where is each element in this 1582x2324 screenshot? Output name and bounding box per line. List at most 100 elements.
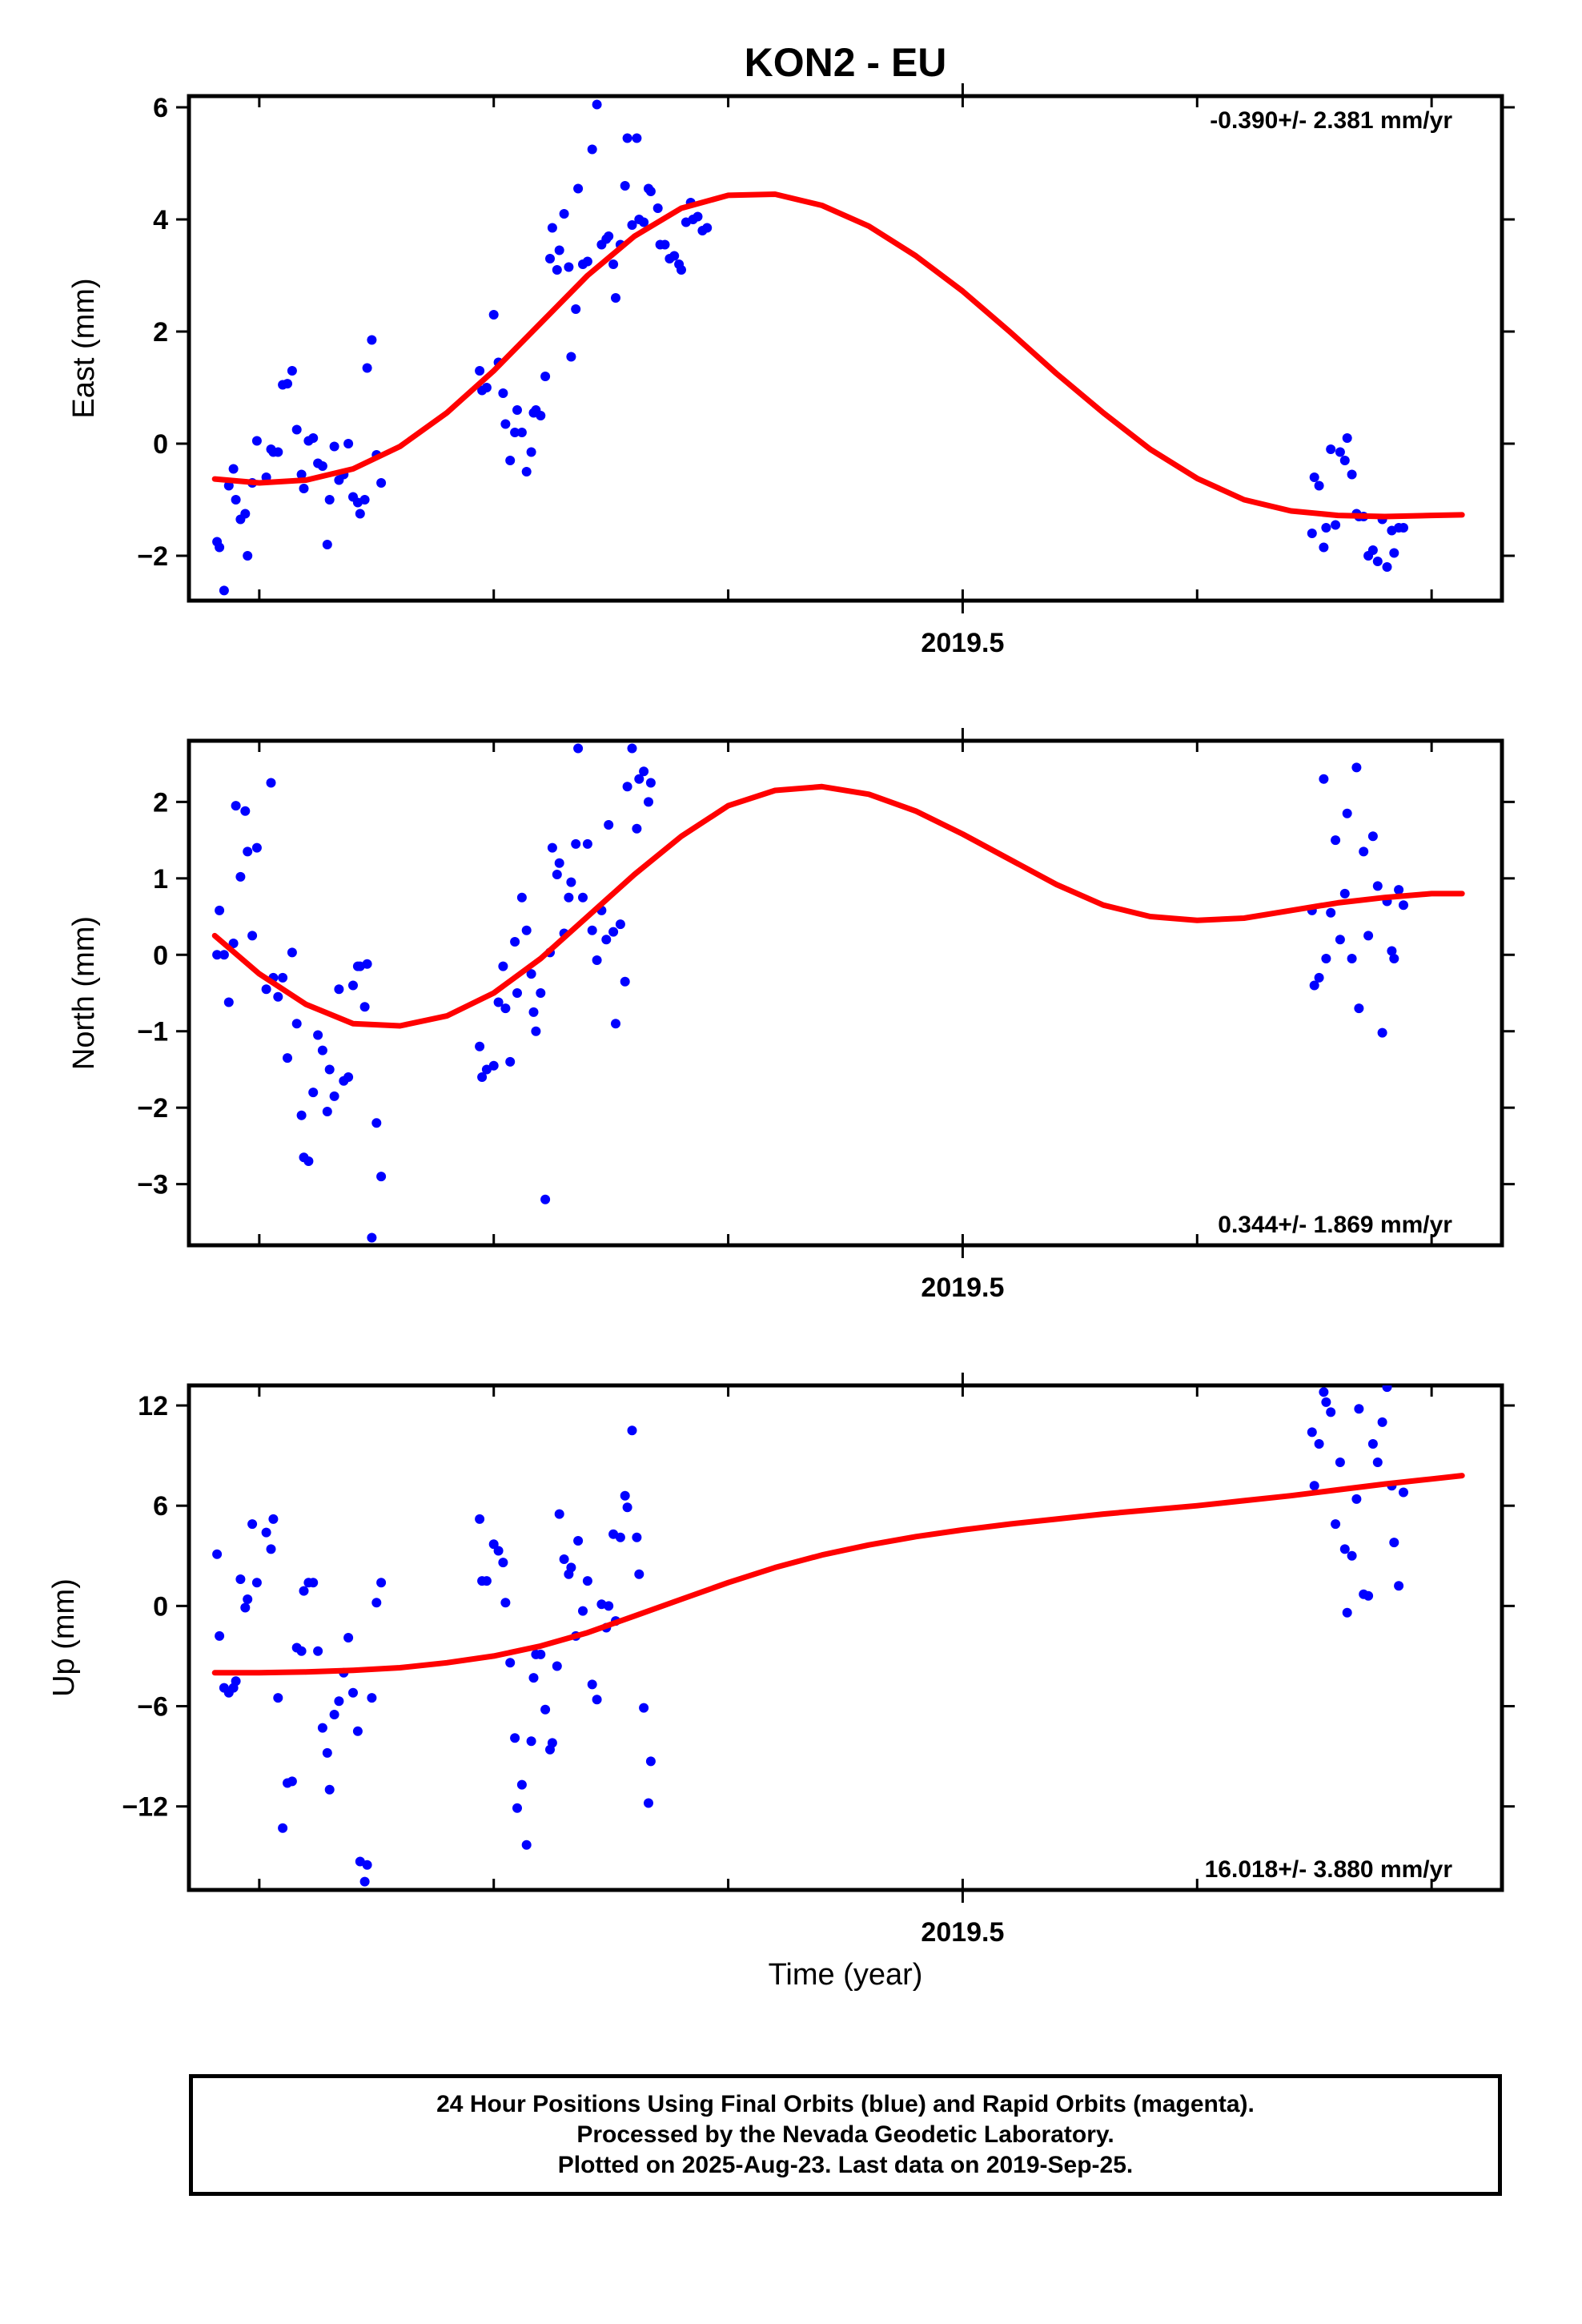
- data-point: [592, 99, 602, 110]
- data-point: [212, 1549, 223, 1559]
- y-tick-label: 0: [153, 940, 168, 971]
- data-point: [322, 540, 332, 549]
- data-point: [528, 1673, 539, 1683]
- data-point: [488, 1539, 499, 1550]
- data-point: [313, 1030, 323, 1040]
- data-point: [283, 379, 292, 389]
- data-point: [611, 1019, 620, 1029]
- data-point: [481, 383, 492, 392]
- data-point: [493, 997, 504, 1007]
- y-tick-label: 12: [138, 1391, 168, 1421]
- data-point: [669, 251, 680, 261]
- data-point: [308, 1088, 319, 1098]
- data-point: [632, 133, 642, 143]
- data-point: [587, 144, 597, 155]
- data-point: [1307, 1427, 1317, 1437]
- data-point: [1326, 444, 1336, 454]
- data-point: [212, 950, 223, 960]
- data-point: [627, 743, 637, 754]
- data-point: [1335, 447, 1345, 457]
- data-point: [571, 838, 581, 849]
- data-point: [627, 1425, 637, 1436]
- data-point: [526, 1736, 536, 1747]
- data-point: [291, 1019, 302, 1029]
- data-point: [243, 551, 253, 561]
- data-point: [1382, 562, 1392, 572]
- plot-frame: [187, 94, 1504, 603]
- data-point: [324, 1064, 335, 1075]
- data-point: [1309, 980, 1319, 991]
- data-point: [355, 509, 365, 519]
- data-point: [702, 223, 713, 233]
- rate-label: -0.390+/- 2.381 mm/yr: [1210, 107, 1452, 134]
- data-point: [481, 1576, 492, 1586]
- data-point: [1363, 1590, 1374, 1601]
- data-point: [359, 495, 370, 505]
- y-axis-label: North (mm): [67, 916, 101, 1070]
- data-point: [481, 1064, 492, 1075]
- data-point: [604, 231, 614, 241]
- data-point: [362, 363, 372, 373]
- data-point: [536, 988, 546, 998]
- data-point: [477, 1072, 488, 1082]
- data-point: [644, 1798, 653, 1808]
- data-point: [1372, 881, 1383, 891]
- data-point: [1382, 1385, 1392, 1393]
- data-point: [324, 495, 335, 505]
- data-point: [223, 997, 234, 1007]
- data-point: [219, 585, 229, 596]
- data-point: [639, 1703, 649, 1713]
- data-point: [526, 969, 536, 979]
- data-point: [620, 976, 630, 987]
- data-point: [498, 961, 508, 971]
- data-point: [634, 1569, 644, 1579]
- data-point: [493, 1546, 504, 1556]
- data-point: [322, 1747, 332, 1758]
- data-point: [1314, 972, 1324, 983]
- data-point: [592, 1695, 602, 1705]
- data-point: [475, 1514, 485, 1524]
- rate-label: 16.018+/- 3.880 mm/yr: [1205, 1856, 1453, 1883]
- data-point: [528, 1007, 539, 1017]
- data-point: [582, 1576, 592, 1586]
- data-point: [536, 411, 546, 420]
- data-point: [343, 439, 354, 448]
- footer-info-box: 24 Hour Positions Using Final Orbits (bl…: [189, 2074, 1502, 2196]
- data-point: [359, 1002, 370, 1012]
- data-point: [540, 372, 551, 381]
- plot-data: [211, 99, 1465, 596]
- data-point: [287, 1776, 297, 1787]
- data-point: [488, 1060, 499, 1071]
- data-point: [1321, 523, 1331, 533]
- data-point: [247, 931, 258, 941]
- data-point: [1342, 433, 1352, 443]
- data-point: [510, 937, 520, 947]
- data-point: [367, 1232, 377, 1243]
- data-point: [240, 806, 251, 816]
- data-point: [283, 1053, 292, 1063]
- data-point: [531, 1026, 541, 1036]
- y-axis-label: Up (mm): [47, 1578, 81, 1697]
- data-point: [343, 1633, 354, 1642]
- data-point: [559, 209, 569, 219]
- data-point: [554, 858, 564, 868]
- data-point: [215, 905, 225, 915]
- data-point: [243, 846, 253, 857]
- data-point: [273, 447, 283, 457]
- data-point: [352, 1726, 363, 1736]
- footer-line-processing: Processed by the Nevada Geodetic Laborat…: [576, 2121, 1114, 2148]
- y-tick-label: 2: [153, 787, 168, 818]
- data-point: [348, 1687, 358, 1698]
- data-point: [313, 1646, 323, 1656]
- y-tick-label: 0: [153, 1591, 168, 1622]
- data-point: [1319, 542, 1329, 553]
- chart-panels: 2019.5 −2 0 2 4 6 East (mm) -0.390+/- 2.381 mm/…: [47, 83, 1515, 1948]
- data-point: [645, 778, 656, 788]
- data-point: [243, 1594, 253, 1604]
- data-point: [1387, 946, 1397, 956]
- data-point: [693, 211, 703, 222]
- data-point: [376, 478, 387, 488]
- figure-title: KON2 - EU: [745, 40, 947, 85]
- data-point: [521, 1839, 532, 1850]
- data-point: [620, 181, 630, 191]
